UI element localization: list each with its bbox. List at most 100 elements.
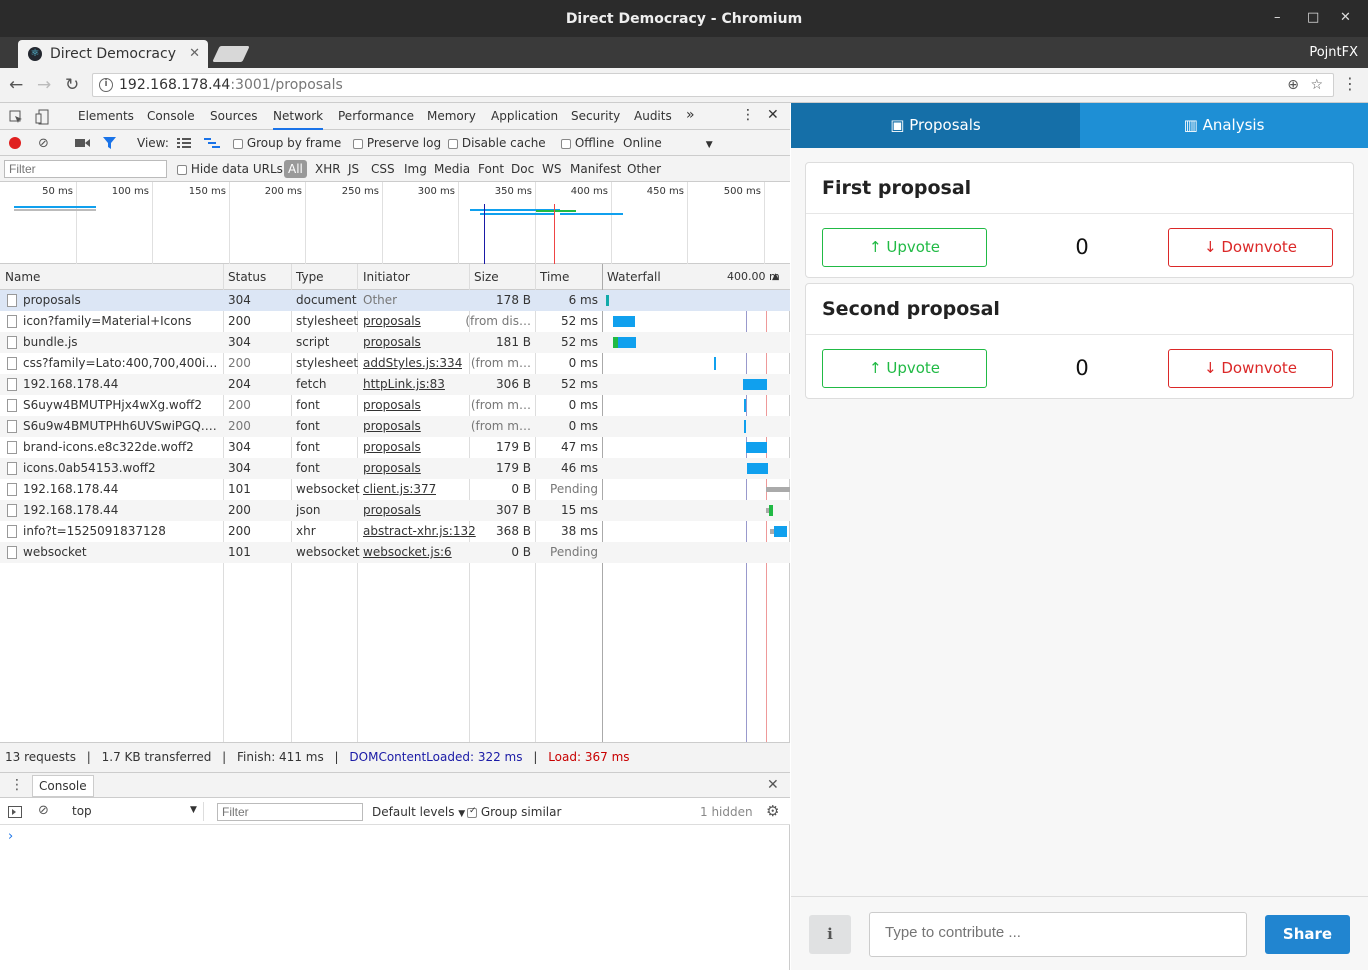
request-initiator-link[interactable]: proposals: [363, 503, 421, 517]
info-button[interactable]: i: [809, 915, 851, 954]
log-levels-select[interactable]: Default levels ▼: [372, 805, 465, 819]
tab-console[interactable]: Console: [147, 109, 195, 123]
record-icon[interactable]: [9, 137, 21, 149]
console-settings-gear-icon[interactable]: ⚙: [766, 802, 780, 820]
tab-application[interactable]: Application: [491, 109, 559, 123]
col-size[interactable]: Size: [474, 270, 499, 284]
tab-memory[interactable]: Memory: [427, 109, 476, 123]
tab-elements[interactable]: Elements: [78, 109, 134, 123]
request-initiator-link[interactable]: proposals: [363, 335, 421, 349]
filter-icon[interactable]: [103, 137, 116, 149]
bookmark-star-icon[interactable]: ☆: [1310, 77, 1323, 93]
console-clear-icon[interactable]: ⊘: [38, 803, 49, 818]
filter-all[interactable]: All: [284, 160, 307, 178]
filter-css[interactable]: CSS: [371, 162, 395, 176]
url-input[interactable]: i 192.168.178.44:3001/proposals ⊕ ☆: [92, 73, 1334, 97]
filter-doc[interactable]: Doc: [511, 162, 535, 176]
filter-other[interactable]: Other: [627, 162, 662, 176]
filter-font[interactable]: Font: [478, 162, 505, 176]
inspect-icon[interactable]: [9, 110, 23, 124]
profile-name[interactable]: PojntFX: [1309, 45, 1358, 60]
tab-security[interactable]: Security: [571, 109, 621, 123]
table-row[interactable]: 192.168.178.44 101 websocket client.js:3…: [0, 479, 790, 500]
col-initiator[interactable]: Initiator: [363, 270, 410, 284]
table-row[interactable]: bundle.js 304 script proposals 181 B 52 …: [0, 332, 790, 353]
col-type[interactable]: Type: [296, 270, 324, 284]
request-initiator-link[interactable]: httpLink.js:83: [363, 377, 445, 391]
disable-cache-checkbox[interactable]: Disable cache: [448, 136, 546, 150]
offline-checkbox[interactable]: Offline: [561, 136, 614, 150]
table-row[interactable]: icons.0ab54153.woff2 304 font proposals …: [0, 458, 790, 479]
large-rows-icon[interactable]: [177, 138, 191, 148]
col-name[interactable]: Name: [5, 270, 41, 284]
tab-close-icon[interactable]: ✕: [189, 46, 200, 61]
console-prompt[interactable]: ›: [8, 829, 14, 844]
drawer-menu-icon[interactable]: ⋮: [10, 777, 24, 793]
col-status[interactable]: Status: [228, 270, 267, 284]
zoom-icon[interactable]: ⊕: [1287, 77, 1299, 93]
downvote-button[interactable]: ↓ Downvote: [1168, 349, 1333, 388]
minimize-button[interactable]: –: [1274, 10, 1281, 25]
table-row[interactable]: css?family=Lato:400,700,400italic,… 200 …: [0, 353, 790, 374]
request-initiator-link[interactable]: addStyles.js:334: [363, 356, 463, 370]
tab-performance[interactable]: Performance: [338, 109, 415, 123]
request-initiator-link[interactable]: abstract-xhr.js:132: [363, 524, 476, 538]
context-select[interactable]: top ▼: [66, 802, 204, 821]
table-row[interactable]: S6u9w4BMUTPHh6UVSwiPGQ.wof… 200 font pro…: [0, 416, 790, 437]
new-tab-button[interactable]: [212, 46, 250, 62]
filter-js[interactable]: JS: [348, 162, 360, 176]
drawer-close-icon[interactable]: ✕: [767, 777, 779, 793]
table-row[interactable]: proposals 304 document Other 178 B 6 ms: [0, 290, 790, 311]
downvote-button[interactable]: ↓ Downvote: [1168, 228, 1333, 267]
site-info-icon[interactable]: i: [99, 78, 113, 92]
table-row[interactable]: icon?family=Material+Icons 200 styleshee…: [0, 311, 790, 332]
request-initiator-link[interactable]: client.js:377: [363, 482, 437, 496]
network-overview-timeline[interactable]: 50 ms 100 ms 150 ms 200 ms 250 ms 300 ms…: [0, 182, 790, 264]
filter-ws[interactable]: WS: [542, 162, 562, 176]
table-row[interactable]: websocket 101 websocket websocket.js:6 0…: [0, 542, 790, 563]
request-initiator-link[interactable]: proposals: [363, 419, 421, 433]
filter-media[interactable]: Media: [434, 162, 471, 176]
request-initiator-link[interactable]: websocket.js:6: [363, 545, 452, 559]
devtools-close-icon[interactable]: ✕: [767, 107, 779, 123]
request-initiator-link[interactable]: proposals: [363, 461, 421, 475]
browser-menu-icon[interactable]: ⋮: [1342, 74, 1358, 93]
console-sidebar-icon[interactable]: [8, 806, 22, 818]
col-time[interactable]: Time: [540, 270, 570, 284]
devtools-menu-icon[interactable]: ⋮: [741, 107, 755, 123]
table-row[interactable]: 192.168.178.44 204 fetch httpLink.js:83 …: [0, 374, 790, 395]
tab-analysis[interactable]: ▥ Analysis: [1080, 103, 1368, 148]
group-by-frame-checkbox[interactable]: Group by frame: [233, 136, 341, 150]
browser-tab[interactable]: ⚛ Direct Democracy ✕: [18, 40, 208, 68]
table-row[interactable]: 192.168.178.44 200 json proposals 307 B …: [0, 500, 790, 521]
maximize-button[interactable]: □: [1307, 10, 1320, 25]
request-initiator-link[interactable]: proposals: [363, 398, 421, 412]
tab-proposals[interactable]: ▣ Proposals: [791, 103, 1080, 148]
tab-audits[interactable]: Audits: [634, 109, 672, 123]
overview-icon[interactable]: [204, 138, 220, 149]
table-row[interactable]: brand-icons.e8c322de.woff2 304 font prop…: [0, 437, 790, 458]
clear-icon[interactable]: ⊘: [38, 136, 49, 151]
network-filter-input[interactable]: [4, 160, 167, 178]
console-drawer-tab[interactable]: Console: [32, 775, 94, 797]
console-filter-input[interactable]: [217, 803, 363, 821]
filter-img[interactable]: Img: [404, 162, 427, 176]
upvote-button[interactable]: ↑ Upvote: [822, 349, 987, 388]
contribute-textarea[interactable]: [869, 912, 1247, 957]
share-button[interactable]: Share: [1265, 915, 1350, 954]
window-close-button[interactable]: ✕: [1340, 10, 1351, 25]
tab-network[interactable]: Network: [273, 109, 324, 130]
col-waterfall[interactable]: Waterfall: [607, 270, 661, 284]
device-toolbar-icon[interactable]: [35, 109, 51, 125]
request-initiator-link[interactable]: proposals: [363, 314, 421, 328]
group-similar-checkbox[interactable]: ✓ Group similar: [467, 805, 562, 819]
tab-sources[interactable]: Sources: [210, 109, 258, 123]
throttling-select[interactable]: Online ▼: [623, 136, 713, 150]
filter-xhr[interactable]: XHR: [315, 162, 341, 176]
preserve-log-checkbox[interactable]: Preserve log: [353, 136, 441, 150]
more-tabs-icon[interactable]: »: [686, 107, 695, 123]
reload-icon[interactable]: ↻: [65, 75, 80, 95]
hide-data-urls-checkbox[interactable]: Hide data URLs: [177, 162, 283, 176]
upvote-button[interactable]: ↑ Upvote: [822, 228, 987, 267]
request-initiator-link[interactable]: proposals: [363, 440, 421, 454]
